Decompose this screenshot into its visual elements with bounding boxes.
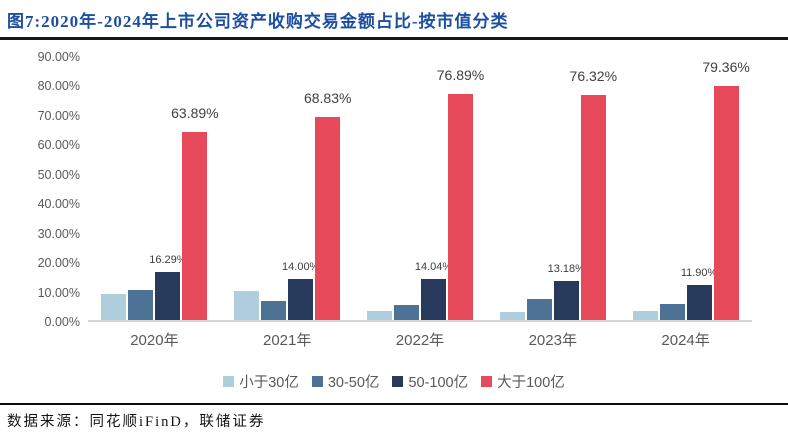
bar	[526, 299, 552, 320]
legend-label: 小于30亿	[239, 375, 299, 391]
legend-item: 小于30亿	[223, 371, 299, 392]
y-tick-label: 20.00%	[37, 256, 80, 271]
bar	[101, 293, 127, 320]
legend-label: 50-100亿	[408, 375, 469, 391]
bar-group-2020年: 16.29% 63.89% 2020年	[101, 57, 219, 349]
bar-value-label: 68.83%	[303, 90, 352, 107]
bar-value-label: 63.89%	[171, 104, 219, 121]
bar	[632, 310, 658, 320]
bar-group-2022年: 14.04% 76.89% 2022年	[366, 57, 484, 349]
bar: 14.04%	[415, 261, 452, 320]
bar: 14.00%	[282, 261, 319, 320]
bar: 79.36%	[702, 59, 750, 320]
y-tick-label: 0.00%	[44, 315, 80, 329]
bar: 13.18%	[548, 263, 585, 320]
x-axis-label: 2023年	[528, 332, 577, 349]
bar-value-label: 13.18%	[547, 263, 585, 276]
chart-legend: 小于30亿 30-50亿 50-100亿 大于100亿	[0, 371, 788, 392]
legend-swatch-icon	[481, 376, 493, 387]
y-tick-label: 90.00%	[37, 50, 80, 64]
y-tick-label: 40.00%	[37, 197, 80, 212]
bar: 68.83%	[304, 90, 351, 320]
bar-group-2021年: 14.00% 68.83% 2021年	[234, 57, 351, 349]
bar-value-label: 11.90%	[680, 266, 718, 279]
figure-title: 图7:2020年-2024年上市公司资产收购交易金额占比-按市值分类	[7, 12, 509, 31]
bar-value-label: 16.29%	[149, 254, 187, 267]
x-axis-label: 2022年	[395, 332, 445, 349]
y-tick-label: 50.00%	[37, 167, 80, 182]
bar: 11.90%	[681, 267, 717, 320]
x-axis-label: 2024年	[661, 332, 710, 349]
bar: 63.89%	[171, 105, 219, 320]
bar	[234, 290, 260, 320]
y-tick-label: 80.00%	[37, 79, 80, 94]
y-tick-label: 60.00%	[37, 138, 80, 153]
bar	[499, 312, 525, 320]
legend-swatch-icon	[311, 376, 323, 387]
legend-item: 30-50亿	[311, 371, 380, 392]
bar-group-2023年: 13.18% 76.32% 2023年	[499, 57, 617, 349]
legend-swatch-icon	[392, 376, 404, 387]
bar-group-2024年: 11.90% 79.36% 2024年	[632, 57, 750, 349]
bar	[393, 305, 419, 320]
y-tick-label: 70.00%	[37, 108, 80, 123]
x-axis-label: 2020年	[130, 332, 179, 349]
plot-area: 16.29% 63.89% 2020年 14.00% 68.83% 2021年 14.04%…	[88, 57, 752, 349]
legend-label: 30-50亿	[327, 375, 380, 391]
bar	[659, 304, 685, 320]
legend-item: 50-100亿	[392, 371, 468, 392]
title-divider	[0, 37, 788, 40]
legend-label: 大于100亿	[497, 375, 565, 391]
bar-value-label: 76.32%	[569, 68, 618, 85]
bar: 76.89%	[437, 67, 484, 320]
bar-value-label: 76.89%	[436, 66, 485, 83]
x-axis-label: 2021年	[263, 332, 312, 349]
legend-item: 大于100亿	[481, 371, 565, 392]
bar: 16.29%	[149, 254, 187, 320]
bar	[261, 300, 287, 320]
bar-value-label: 14.00%	[282, 260, 320, 273]
data-source-note: 数据来源：同花顺iFinD，联储证券	[7, 414, 266, 430]
bar	[366, 311, 392, 320]
y-tick-label: 30.00%	[37, 226, 80, 241]
bar: 76.32%	[570, 68, 617, 320]
bar	[128, 289, 154, 320]
bar-value-label: 14.04%	[414, 260, 453, 273]
legend-swatch-icon	[223, 376, 235, 387]
bar-value-label: 79.36%	[702, 59, 750, 76]
footer-divider	[0, 403, 788, 405]
y-tick-label: 10.00%	[37, 285, 80, 300]
